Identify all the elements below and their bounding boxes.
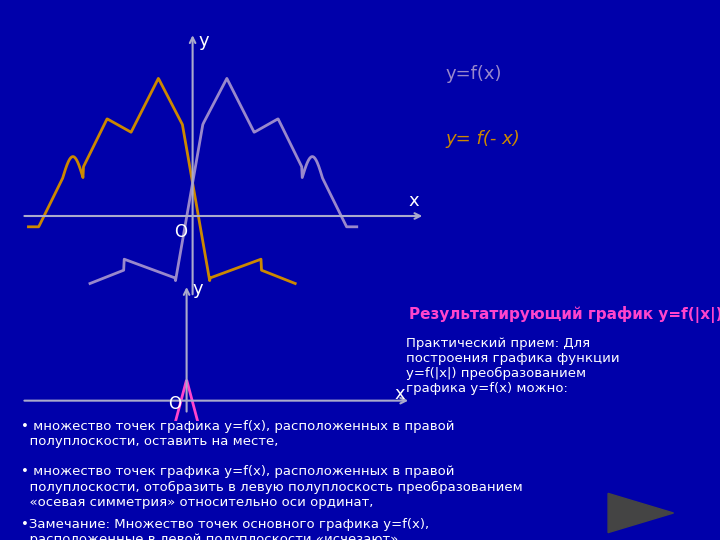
Text: • множество точек графика y=f(x), расположенных в правой
  полуплоскости, остави: • множество точек графика y=f(x), распол…: [22, 420, 455, 448]
Text: y=f(x): y=f(x): [446, 65, 502, 83]
Text: x: x: [408, 192, 419, 211]
Text: y: y: [192, 280, 203, 299]
Polygon shape: [608, 494, 673, 532]
Text: Практический прием: Для
построения графика функции
y=f(|x|) преобразованием
граф: Практический прием: Для построения графи…: [405, 336, 619, 395]
Text: y= f(- x): y= f(- x): [446, 130, 521, 147]
Text: • множество точек графика y=f(x), расположенных в правой
  полуплоскости, отобра: • множество точек графика y=f(x), распол…: [22, 465, 523, 509]
Text: y: y: [199, 31, 210, 50]
Text: O: O: [168, 395, 181, 413]
Text: x: x: [395, 386, 405, 403]
Text: O: O: [174, 222, 186, 240]
Text: •Замечание: Множество точек основного графика y=f(x),
  расположенные в левой по: •Замечание: Множество точек основного гр…: [22, 518, 430, 540]
Text: Результатирующий график y=f(|x|): Результатирующий график y=f(|x|): [409, 306, 720, 322]
